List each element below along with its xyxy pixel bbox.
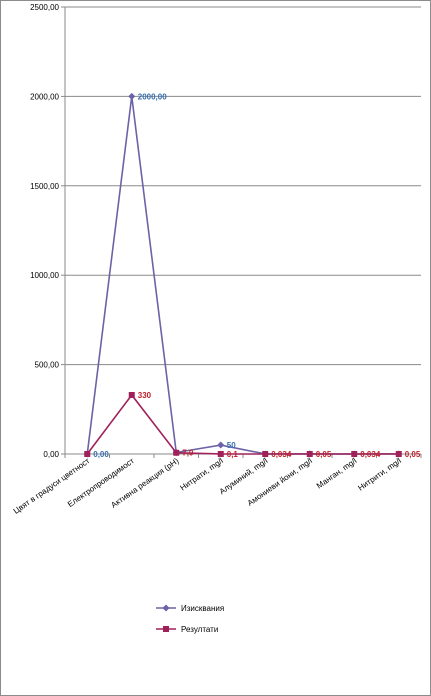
x-category-label: Манган, mg/l (315, 456, 359, 490)
legend: Изисквания Резултати (156, 604, 224, 634)
data-point-square (306, 450, 313, 457)
data-label: 0,05 (316, 450, 332, 459)
data-label: 0,00 (93, 450, 109, 459)
series-line-2 (86, 393, 399, 455)
axes (64, 7, 422, 458)
y-tick-label: 1000,00 (30, 271, 59, 280)
data-point-square (351, 450, 358, 457)
data-label: 50 (227, 441, 236, 450)
data-point-square (262, 450, 269, 457)
data-point-diamond (217, 441, 225, 449)
gridlines (65, 6, 421, 366)
data-label: 7,0 (182, 449, 194, 458)
data-label: 0,05 (405, 450, 421, 459)
legend-label: Изисквания (181, 604, 224, 613)
legend-marker (162, 604, 170, 612)
data-point-square (395, 450, 402, 457)
y-tick-label: 500,00 (35, 361, 60, 370)
legend-label: Резултати (181, 625, 218, 634)
data-label: 2000,00 (138, 92, 167, 101)
data-point-square (217, 450, 224, 457)
series-group (83, 92, 403, 458)
y-axis-ticks: 0,00 500,00 1000,00 1500,00 2000,00 2500,00 (30, 3, 65, 459)
data-point-square (173, 449, 180, 456)
data-point-square (84, 451, 91, 457)
y-tick-label: 1500,00 (30, 182, 59, 191)
x-category-label: Нитрати, mg/l (179, 456, 226, 492)
data-label: 0,034 (271, 450, 292, 459)
x-category-label: Цвят в градуси цветност (12, 456, 92, 516)
legend-marker (163, 626, 169, 632)
y-tick-label: 2500,00 (30, 3, 59, 12)
y-tick-label: 0,00 (43, 450, 59, 459)
x-axis-labels: Цвят в градуси цветностЕлектропроводимос… (12, 456, 403, 516)
data-point-square (128, 391, 135, 398)
data-label: 0,1 (227, 450, 239, 459)
data-labels: 0,00 2000,00 50 330 7,0 0,1 0,034 0,05 0,034 0,05 (93, 92, 421, 459)
y-tick-label: 2000,00 (30, 92, 59, 101)
x-category-label: Нитрити, mg/l (356, 456, 403, 492)
data-label: 0,034 (360, 450, 381, 459)
data-point-diamond (128, 92, 136, 100)
data-label: 330 (138, 391, 152, 400)
